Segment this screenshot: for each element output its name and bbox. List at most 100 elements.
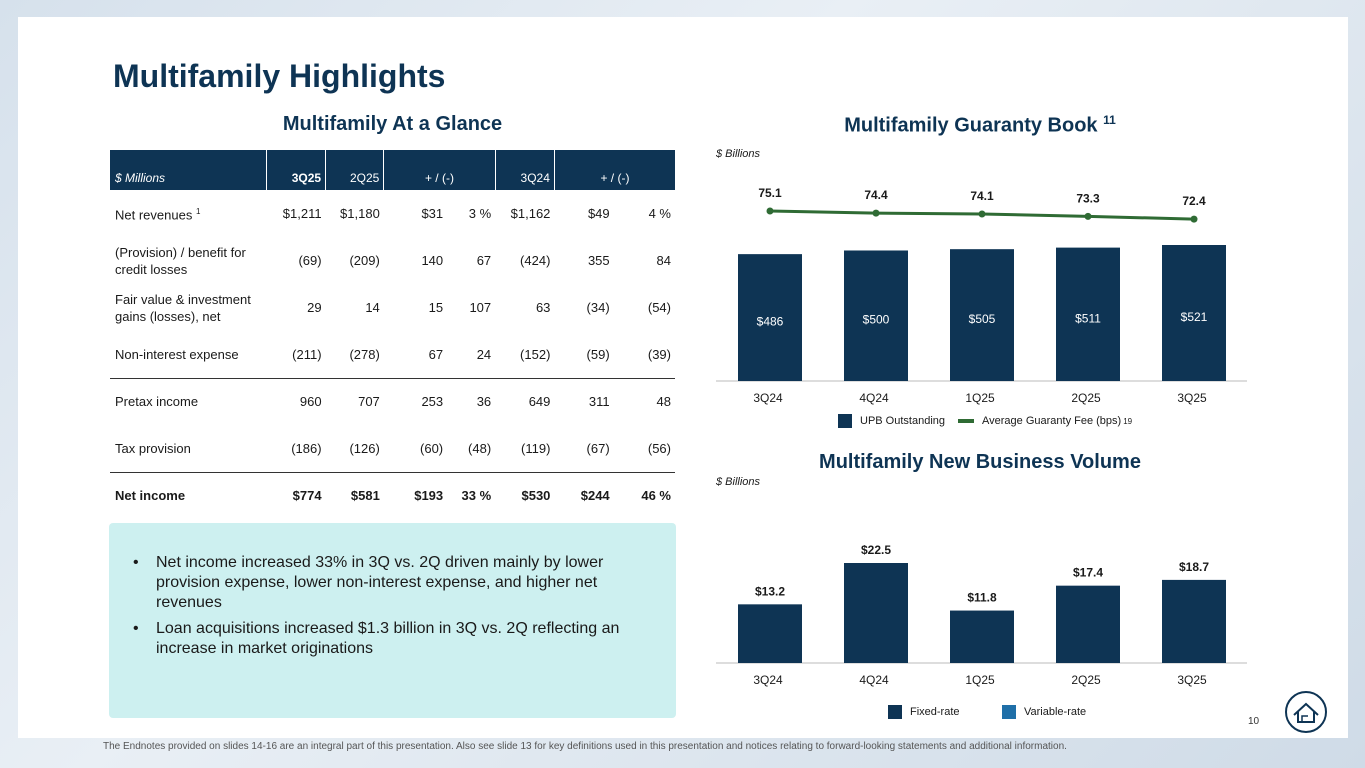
callout-bullet: Net income increased 33% in 3Q vs. 2Q dr…: [133, 553, 656, 613]
summary-callout: Net income increased 33% in 3Q vs. 2Q dr…: [109, 523, 676, 718]
row-label: Fair value & investment gains (losses), …: [115, 291, 251, 324]
table-cell: 4 %: [648, 206, 671, 221]
table-cell: $244: [554, 471, 614, 519]
table-row: Net revenues 1 $1,211 $1,180 $31 3 % $1,162 $4…: [110, 190, 675, 237]
table-cell: 355: [587, 253, 610, 268]
fee-label: 74.4: [864, 188, 888, 202]
table-cell: (278): [349, 346, 380, 362]
newbiz-tick-label: 3Q24: [753, 673, 783, 687]
header-units: $ Millions: [115, 171, 166, 185]
row-label: Net income: [110, 471, 267, 519]
newbiz-tick-label: 3Q25: [1177, 673, 1207, 687]
table-cell: (59): [586, 346, 610, 362]
footnote: The Endnotes provided on slides 14-16 ar…: [103, 741, 1067, 752]
page-number: 10: [1248, 716, 1260, 727]
table-cell: 15: [428, 300, 444, 315]
row-label: Net revenues 1: [115, 207, 201, 223]
table-cell: 24: [476, 346, 492, 362]
fee-label: 72.4: [1182, 194, 1206, 208]
table-cell: 140: [421, 253, 444, 268]
newbiz-unit: $ Billions: [716, 476, 761, 488]
table-cell: 46 %: [613, 471, 675, 519]
legend-upb: UPB Outstanding: [838, 414, 945, 428]
table-cell: 960: [266, 377, 326, 425]
table-cell: 3 %: [468, 206, 492, 221]
table-cell: (56): [647, 440, 671, 456]
table-cell: (60): [420, 440, 444, 456]
header-3q25: 3Q25: [265, 150, 326, 190]
newbiz-bar: [1162, 579, 1226, 663]
table-cell: $31: [421, 206, 444, 221]
guaranty-tick-label: 3Q24: [753, 391, 783, 405]
guaranty-tick-label: 1Q25: [965, 391, 995, 405]
newbiz-bar: [844, 563, 908, 663]
table-cell: 36: [447, 377, 496, 425]
table-cell: 29: [307, 300, 322, 315]
table-cell: $49: [587, 206, 610, 221]
table-cell: 48: [613, 377, 675, 425]
legend-swatch-variable: [1002, 705, 1016, 719]
row-label: Pretax income: [110, 377, 267, 425]
guaranty-bar-label: $511: [1075, 311, 1101, 325]
table-cell: $1,180: [340, 206, 380, 221]
newbiz-heading: Multifamily New Business Volume: [819, 451, 1141, 473]
guaranty-bar-label: $500: [863, 313, 890, 327]
header-change-2q25: + / (-): [383, 150, 496, 190]
legend-fee: Average Guaranty Fee (bps) 19: [958, 415, 1132, 427]
header-change-3q24: + / (-): [553, 150, 675, 190]
newbiz-bar-label: $13.2: [755, 584, 785, 598]
fee-label: 74.1: [970, 189, 994, 203]
guaranty-bar-label: $505: [969, 312, 996, 326]
guaranty-bar: [844, 250, 908, 381]
guaranty-tick-label: 3Q25: [1177, 391, 1207, 405]
newbiz-bar-label: $18.7: [1179, 560, 1209, 574]
glance-heading: Multifamily At a Glance: [282, 113, 503, 135]
guaranty-bar: [738, 254, 802, 381]
table-cell: (39): [647, 346, 671, 362]
legend-variable: Variable-rate: [1002, 705, 1086, 719]
table-cell: $193: [383, 471, 448, 519]
table-cell: $1,211: [282, 206, 322, 221]
table-cell: (424): [520, 253, 551, 268]
newbiz-bar: [1056, 585, 1120, 663]
table-cell: (119): [521, 440, 551, 456]
table-cell: (211): [292, 346, 322, 362]
row-label: Tax provision: [115, 440, 191, 456]
legend-line-fee: [958, 419, 974, 423]
table-cell: 253: [383, 377, 448, 425]
newbiz-bar: [738, 604, 802, 663]
row-label: (Provision) / benefit for credit losses: [115, 244, 246, 277]
table-row: Net income $774 $581 $193 33 % $530 $244 46 %: [110, 471, 675, 519]
table-cell: 649: [495, 377, 555, 425]
newbiz-tick-label: 1Q25: [965, 673, 995, 687]
table-cell: $774: [266, 471, 326, 519]
table-cell: (54): [647, 300, 671, 315]
table-cell: (152): [520, 346, 551, 362]
table-cell: (34): [586, 300, 610, 315]
guaranty-bar-label: $486: [757, 315, 784, 329]
fee-label: 73.3: [1076, 191, 1100, 205]
newbiz-bar: [950, 610, 1014, 663]
guaranty-bar-label: $521: [1181, 310, 1208, 324]
table-row: Non-interest expense (211) (278) 67 24 (152) (…: [110, 331, 675, 378]
table-cell: 707: [325, 377, 384, 425]
table-row: Tax provision (186) (126) (60) (48) (119) (67)…: [110, 425, 675, 472]
newbiz-bar-label: $22.5: [861, 543, 891, 557]
guaranty-unit: $ Billions: [716, 148, 761, 160]
table-cell: 67: [428, 346, 444, 362]
table-cell: 67: [476, 253, 492, 268]
guaranty-bar: [1056, 247, 1120, 381]
table-row: (Provision) / benefit for credit losses (…: [110, 237, 675, 284]
newbiz-tick-label: 4Q24: [859, 673, 889, 687]
table-row: Fair value & investment gains (losses), …: [110, 284, 675, 331]
fee-point: [1190, 215, 1198, 223]
legend-swatch-fixed: [888, 705, 902, 719]
header-2q25: 2Q25: [325, 150, 384, 190]
company-logo-icon: [1285, 691, 1327, 733]
table-cell: 14: [365, 300, 380, 315]
table-cell: (126): [349, 440, 380, 456]
table-cell: 107: [469, 300, 492, 315]
table-row: Pretax income 960 707 253 36 649 311 48: [110, 377, 675, 425]
page-title: Multifamily Highlights: [113, 58, 446, 94]
